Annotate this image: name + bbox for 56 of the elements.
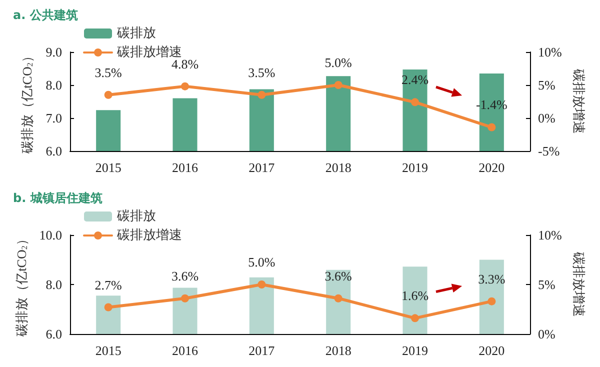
y-tick-label: 8.0	[46, 78, 62, 92]
data-label: 5.0%	[324, 55, 352, 70]
legend-label: 碳排放	[116, 209, 156, 224]
x-tick-label: 2017	[248, 343, 276, 358]
point	[258, 90, 266, 99]
point	[258, 280, 266, 288]
data-label: 3.6%	[324, 268, 352, 284]
x-tick-label: 2017	[248, 160, 276, 175]
x-tick-label: 2016	[172, 343, 198, 358]
y2-axis-title: 碳排放增速	[572, 251, 587, 317]
x-tick-label: 2018	[325, 160, 352, 175]
y2-tick-label: 10%	[538, 44, 562, 60]
y2-tick-label: 10%	[538, 228, 562, 242]
x-tick-label: 2020	[478, 343, 505, 358]
data-label: 5.0%	[248, 254, 276, 270]
point	[488, 297, 496, 306]
chart-title: b. 城镇居住建筑	[13, 191, 102, 205]
point	[104, 303, 112, 312]
point	[411, 98, 419, 106]
x-tick-label: 2019	[402, 160, 428, 175]
data-label: 3.3%	[478, 271, 506, 286]
point	[411, 314, 419, 322]
y-tick-label: 7.0	[46, 110, 62, 126]
x-tick-label: 2015	[95, 343, 122, 358]
legend-label: 碳排放增速	[116, 228, 182, 243]
x-tick-label: 2019	[402, 343, 428, 358]
x-tick-label: 2015	[95, 160, 122, 175]
data-label: 3.5%	[94, 64, 122, 80]
y-tick-label: 6.0	[46, 144, 62, 158]
y2-axis-title: 碳排放增速	[572, 68, 587, 134]
y2-tick-label: 5%	[538, 78, 556, 92]
point	[488, 123, 496, 132]
x-tick-label: 2016	[172, 160, 198, 175]
legend-label: 碳排放	[116, 26, 156, 41]
y-axis-title: 碳排放（亿tCO2）	[20, 50, 34, 154]
y2-tick-label: -5%	[538, 144, 560, 158]
y-tick-label: 9.0	[46, 44, 62, 60]
y2-tick-label: 0%	[538, 326, 556, 342]
data-label: 3.6%	[171, 268, 199, 284]
point	[334, 294, 342, 302]
y-tick-label: 10.0	[39, 228, 62, 242]
y2-tick-label: 5%	[538, 277, 556, 292]
y-tick-label: 8.0	[46, 277, 62, 292]
y-tick-label: 6.0	[46, 326, 62, 342]
point	[181, 82, 189, 90]
y-axis-title: 碳排放（亿tCO2）	[14, 232, 29, 338]
data-label: 2.7%	[94, 277, 122, 292]
point	[181, 294, 189, 302]
point	[334, 81, 342, 89]
chart-title: a. 公共建筑	[13, 8, 78, 22]
data-label: 1.6%	[401, 288, 429, 304]
x-tick-label: 2020	[478, 160, 505, 175]
point	[104, 90, 112, 99]
x-tick-label: 2018	[325, 343, 352, 358]
data-label: 3.5%	[248, 64, 276, 80]
y2-tick-label: 0%	[538, 110, 556, 126]
